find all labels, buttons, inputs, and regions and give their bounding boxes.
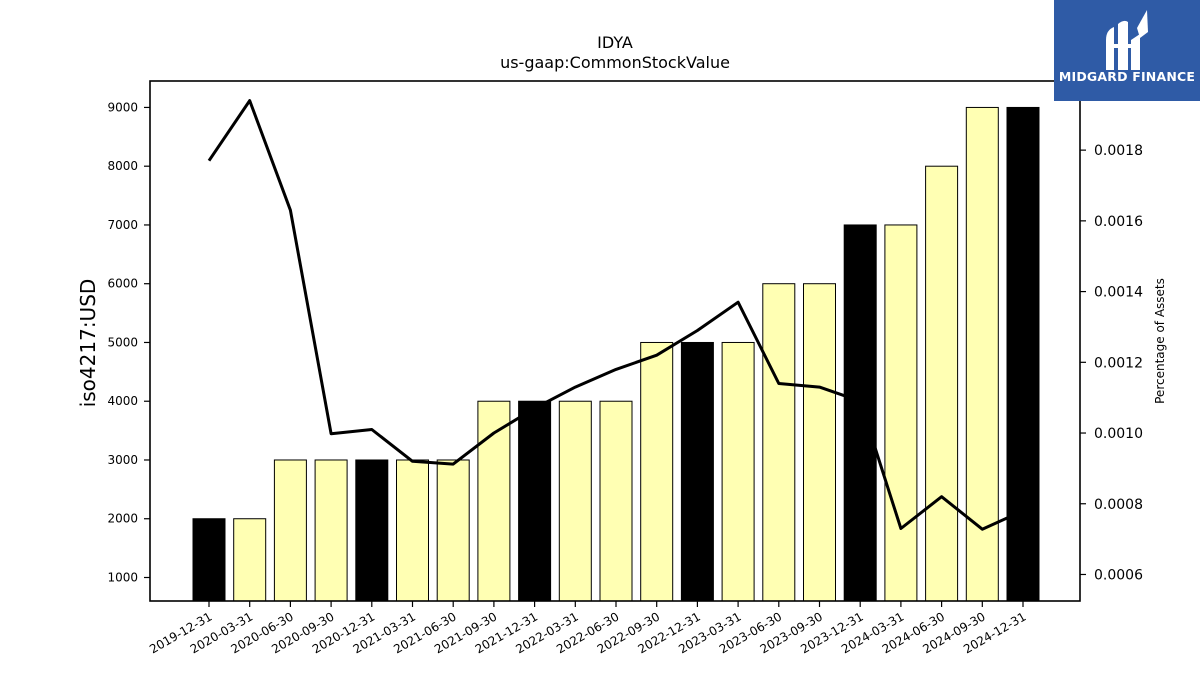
bar (355, 459, 389, 602)
bar (640, 341, 674, 602)
bar (192, 518, 226, 602)
percentage-line (207, 99, 1024, 531)
chart-subtitle: us-gaap:CommonStockValue (500, 53, 730, 72)
logo-mark-icon (1106, 10, 1148, 70)
y-tick-label: 8000 (107, 159, 138, 173)
bar (233, 518, 267, 602)
y2-tick-label: 0.0008 (1094, 497, 1143, 513)
y-axis-left: 1000 2000 3000 4000 5000 6000 7000 8000 9000 (107, 100, 150, 584)
y-tick-label: 4000 (107, 394, 138, 408)
plot-frame (149, 80, 1081, 602)
bar (396, 459, 429, 602)
y-tick-label: 5000 (107, 335, 138, 349)
bar (273, 459, 307, 602)
bar (721, 341, 755, 602)
y-tick-label: 7000 (107, 218, 138, 232)
y-tick-label: 3000 (107, 453, 138, 467)
bar (436, 459, 470, 602)
y2-tick-label: 0.0016 (1094, 214, 1143, 230)
bar (314, 459, 348, 602)
bar (558, 400, 592, 602)
y-axis-right: 0.0006 0.0008 0.0010 0.0012 0.0014 0.0016 0.00… (1080, 143, 1143, 583)
y2-tick-label: 0.0006 (1094, 567, 1143, 583)
bar (925, 165, 959, 602)
y-tick-label: 2000 (107, 512, 138, 526)
y2-axis-label: Percentage of Assets (1153, 278, 1167, 404)
bar-series (192, 106, 1040, 602)
y-axis-label: iso4217:USD (76, 279, 100, 408)
chart-title: IDYA (597, 33, 633, 52)
y-tick-label: 1000 (107, 570, 138, 584)
bar (680, 341, 714, 602)
y-tick-label: 9000 (107, 100, 138, 114)
bar (762, 283, 796, 602)
logo-text: MIDGARD FINANCE (1059, 69, 1195, 84)
bar (884, 224, 918, 602)
y2-tick-label: 0.0010 (1094, 426, 1143, 442)
bar (477, 400, 511, 602)
x-axis: 2019-12-312020-03-312020-06-302020-09-30… (147, 601, 1029, 656)
bar (843, 224, 877, 602)
logo: MIDGARD FINANCE (1054, 0, 1200, 101)
y2-tick-label: 0.0018 (1094, 143, 1143, 159)
y-tick-label: 6000 (107, 277, 138, 291)
bar (599, 400, 633, 602)
bar (803, 283, 836, 602)
bar (965, 106, 999, 602)
bar (518, 400, 552, 602)
bar (1006, 106, 1040, 602)
y2-tick-label: 0.0014 (1094, 285, 1143, 301)
y2-tick-label: 0.0012 (1094, 355, 1143, 371)
